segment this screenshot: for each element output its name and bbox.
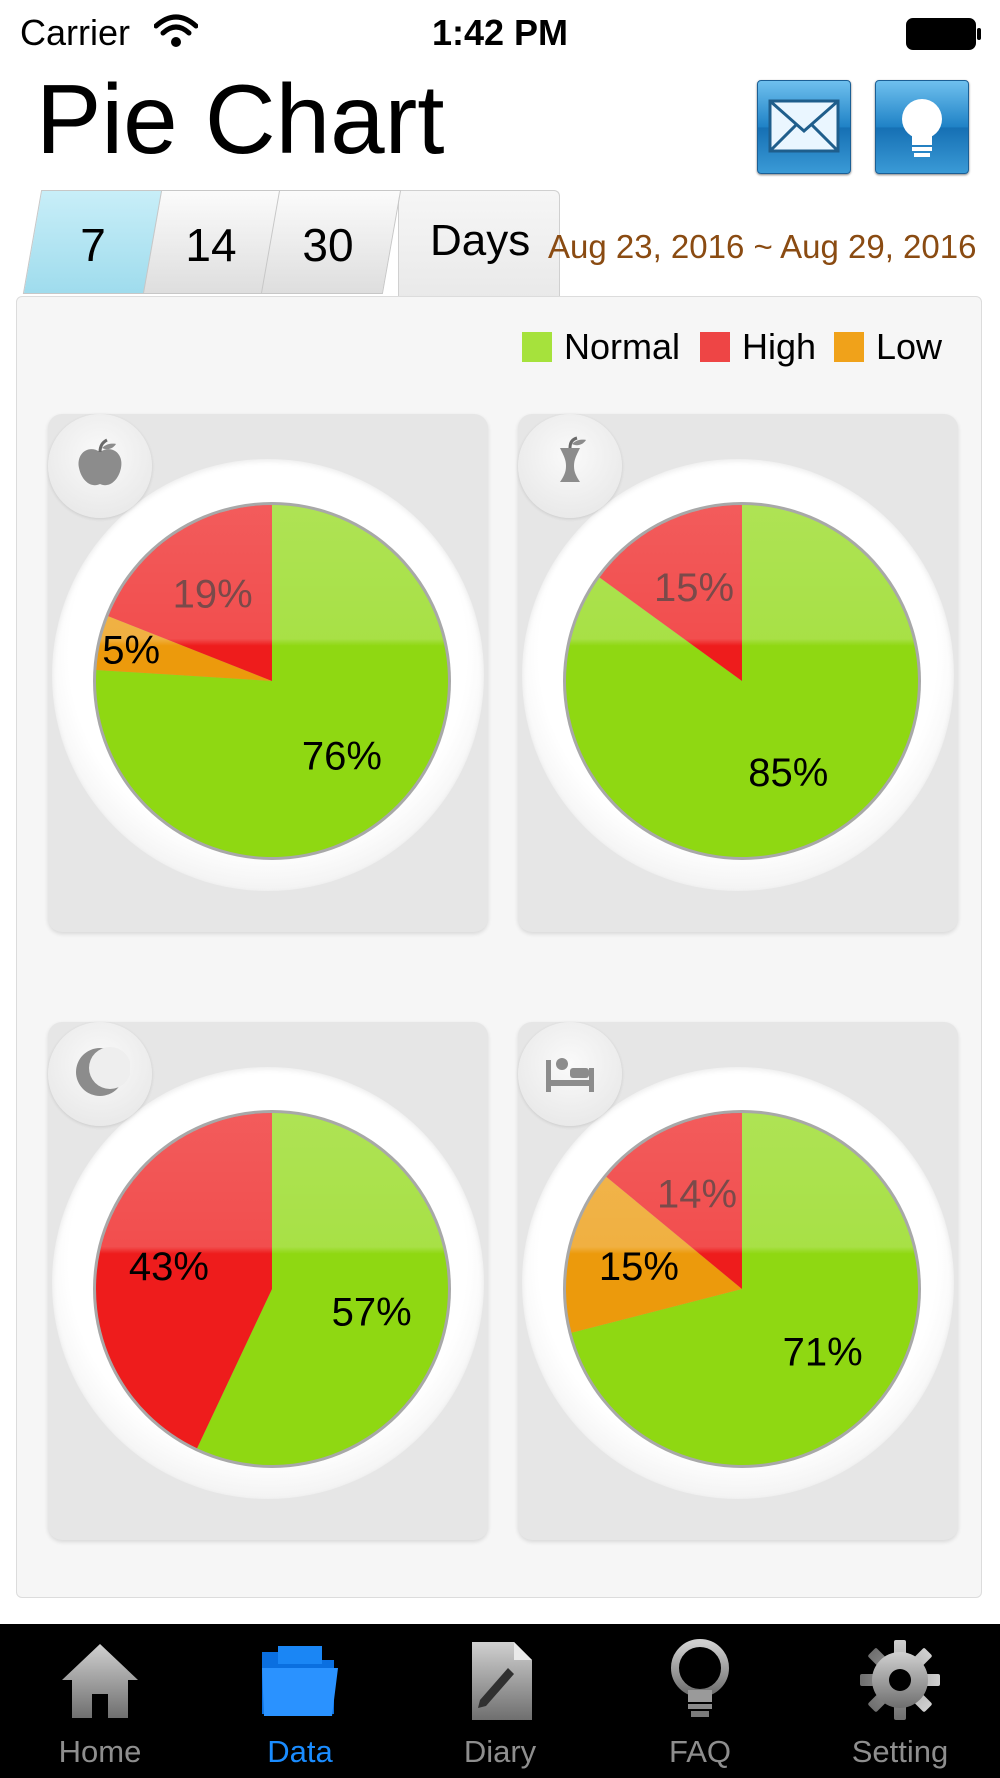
mail-button[interactable] xyxy=(757,80,851,174)
tab-label: Diary xyxy=(463,1734,537,1769)
tab-label: Setting xyxy=(851,1734,949,1769)
apple-icon xyxy=(78,438,122,486)
gear-icon xyxy=(860,1640,940,1720)
mail-icon xyxy=(768,99,840,153)
tab-label: FAQ xyxy=(668,1734,731,1769)
pie-gloss xyxy=(96,1113,448,1465)
card-badge xyxy=(48,414,152,518)
legend-label: Normal xyxy=(564,326,681,367)
pie-label: 85% xyxy=(748,751,828,795)
chart-card-meal[interactable]: 76% 5% 19% xyxy=(48,414,488,932)
battery-icon xyxy=(906,18,981,50)
card-badge xyxy=(518,1022,622,1126)
tab-label: 30 xyxy=(302,219,354,271)
pie-chart: 71% 15% 14% xyxy=(563,1110,921,1468)
card-badge xyxy=(48,1022,152,1126)
tab-label: 14 xyxy=(185,219,237,271)
home-icon xyxy=(62,1644,138,1718)
pie-label: 15% xyxy=(599,1245,679,1289)
tab-label: 7 xyxy=(80,219,106,271)
tab-home[interactable]: Home xyxy=(0,1624,200,1778)
legend-label: Low xyxy=(876,326,943,367)
pie-chart: 57% 43% xyxy=(93,1110,451,1468)
pie-label: 19% xyxy=(173,573,253,617)
legend-swatch xyxy=(700,332,730,362)
pie-label: 71% xyxy=(783,1331,863,1375)
carrier-label: Carrier xyxy=(20,12,131,53)
pie-gloss xyxy=(566,505,918,857)
tab-data[interactable]: Data xyxy=(200,1624,400,1778)
legend-swatch xyxy=(834,332,864,362)
pie-label: 76% xyxy=(302,734,382,778)
days-label: Days xyxy=(430,216,531,265)
apple-core-icon xyxy=(560,436,586,482)
tab-setting[interactable]: Setting xyxy=(800,1624,1000,1778)
pie-label: 15% xyxy=(654,566,734,610)
tab-diary[interactable]: Diary xyxy=(400,1624,600,1778)
folder-icon xyxy=(262,1646,338,1716)
pie-label: 14% xyxy=(657,1172,737,1216)
moon-icon xyxy=(76,1047,130,1096)
period-selector: 7 14 30 Days xyxy=(18,190,560,298)
status-bar: Carrier 1:42 PM xyxy=(0,0,1000,64)
bed-icon xyxy=(546,1058,594,1092)
tab-label: Home xyxy=(58,1734,142,1769)
pie-label: 5% xyxy=(102,629,160,673)
tab-faq[interactable]: FAQ xyxy=(600,1624,800,1778)
chart-card-bedtime[interactable]: 71% 15% 14% xyxy=(518,1022,958,1540)
wifi-icon xyxy=(154,14,198,47)
card-badge xyxy=(518,414,622,518)
chart-card-after-meal[interactable]: 85% 15% xyxy=(518,414,958,932)
tab-bar: Home Data Diary FAQ xyxy=(0,1624,1000,1778)
pie-gloss xyxy=(96,505,448,857)
pie-label: 43% xyxy=(129,1245,209,1289)
pie-gloss xyxy=(566,1113,918,1465)
tab-label: Data xyxy=(267,1734,333,1769)
legend-swatch xyxy=(522,332,552,362)
pie-chart: 85% 15% xyxy=(563,502,921,860)
diary-icon xyxy=(472,1642,532,1720)
lightbulb-icon xyxy=(671,1639,729,1717)
pie-label: 57% xyxy=(332,1290,412,1334)
lightbulb-icon xyxy=(902,99,942,157)
status-time: 1:42 PM xyxy=(431,12,569,53)
date-range: Aug 23, 2016 ~ Aug 29, 2016 xyxy=(548,228,977,265)
legend: Normal High Low xyxy=(520,322,960,370)
legend-label: High xyxy=(742,326,817,367)
days-box xyxy=(398,190,560,298)
tips-button[interactable] xyxy=(875,80,969,174)
pie-chart: 76% 5% 19% xyxy=(93,502,451,860)
page-title: Pie Chart xyxy=(36,64,445,174)
chart-card-night[interactable]: 57% 43% xyxy=(48,1022,488,1540)
